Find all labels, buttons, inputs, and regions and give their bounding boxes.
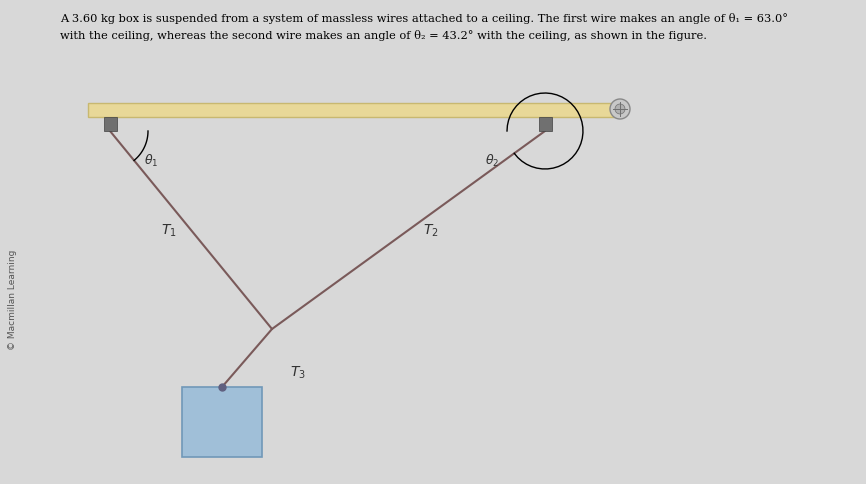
Text: $T_2$: $T_2$ — [423, 222, 438, 239]
Bar — [539, 118, 552, 132]
Circle shape — [615, 105, 625, 115]
Bar — [182, 387, 262, 457]
Bar — [104, 118, 117, 132]
Text: © Macmillan Learning: © Macmillan Learning — [8, 249, 16, 349]
Text: with the ceiling, whereas the second wire makes an angle of θ₂ = 43.2° with the : with the ceiling, whereas the second wir… — [60, 30, 707, 41]
Text: $\theta_2$: $\theta_2$ — [485, 152, 500, 168]
Text: $T_3$: $T_3$ — [290, 364, 306, 380]
Text: $T_1$: $T_1$ — [161, 222, 177, 239]
Text: $\theta_1$: $\theta_1$ — [145, 152, 158, 168]
Text: A 3.60 kg box is suspended from a system of massless wires attached to a ceiling: A 3.60 kg box is suspended from a system… — [60, 13, 788, 24]
Bar — [88, 104, 618, 118]
Circle shape — [610, 100, 630, 120]
